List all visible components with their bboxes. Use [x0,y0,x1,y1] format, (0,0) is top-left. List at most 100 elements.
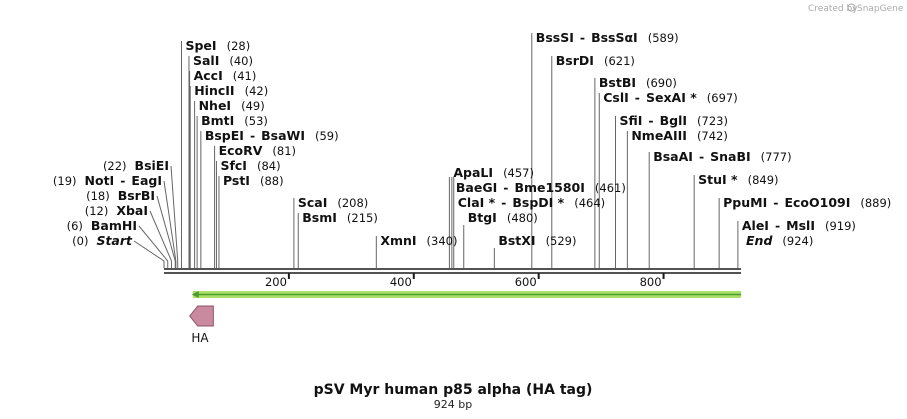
site-stui[interactable]: StuI * [698,172,738,187]
site-ecorv[interactable]: EcoRV [219,143,263,158]
site-sali[interactable]: SalI [193,53,219,68]
site-bsss-i[interactable]: BssSαI [591,30,638,45]
site-position-42: (42) [245,84,269,98]
site-labels: SpeI (28) SalI (40) AccI (41)HincII (42) NheI (4… [53,30,891,248]
site-position-59: (59) [315,129,339,143]
site-bamhi[interactable]: BamHI [91,218,137,233]
site-separator: - [580,30,585,45]
site-bgli[interactable]: BglI [660,113,687,128]
site-bsrdi[interactable]: BsrDI [556,53,594,68]
site-position-480: (480) [507,211,538,225]
site-position-88: (88) [260,174,284,188]
site-nhei[interactable]: NheI [199,98,232,113]
site-connectors [133,33,739,268]
site-xmni[interactable]: XmnI [380,233,416,248]
map-title: pSV Myr human p85 alpha (HA tag) [314,382,593,398]
tick-label-400: 400 [390,275,412,289]
site-csli[interactable]: CslI [603,90,629,105]
site-position-723: (723) [697,114,728,128]
site-separator: - [501,195,506,210]
orf-arrow-head-icon [191,291,199,298]
site-position-529: (529) [546,234,577,248]
site-bme1580i[interactable]: Bme1580I [514,180,584,195]
site-position-889: (889) [860,196,891,210]
site-position-6: (6) [67,219,83,233]
site-position-742: (742) [697,129,728,143]
site-acci[interactable]: AccI [194,68,223,83]
site-bsiei[interactable]: BsiEI [135,158,169,173]
site-position-12: (12) [85,204,109,218]
site-bspdi[interactable]: BspDI * [512,195,564,210]
credit-prefix: Created by [808,4,858,14]
features: HA [189,291,742,345]
site-sexai[interactable]: SexAI * [646,90,697,105]
site-separator: - [503,180,508,195]
site-sfci[interactable]: SfcI [220,158,247,173]
site-bsmi[interactable]: BsmI [302,210,337,225]
site-end[interactable]: End [746,233,773,248]
connector-xbai [149,210,172,268]
site-position-697: (697) [707,91,738,105]
site-nmeaiii[interactable]: NmeAIII [631,128,687,143]
site-position-924: (924) [782,234,813,248]
site-bsawi[interactable]: BsaWI [261,128,305,143]
site-bsaai[interactable]: BsaAI [653,149,693,164]
tick-label-600: 600 [515,275,537,289]
site-position-18: (18) [86,189,110,203]
tick-label-200: 200 [265,275,287,289]
site-position-41: (41) [233,69,257,83]
site-position-621: (621) [604,54,635,68]
site-bsrbi[interactable]: BsrBI [118,188,155,203]
site-spei[interactable]: SpeI [185,38,216,53]
site-noti[interactable]: EagI [131,173,162,188]
site-position-49: (49) [241,99,265,113]
site-position-40: (40) [229,54,253,68]
site-position-457: (457) [503,166,534,180]
site-btgi[interactable]: BtgI [468,210,497,225]
site-separator: - [635,90,640,105]
site-position-84: (84) [257,159,281,173]
site-position-461: (461) [595,181,626,195]
site-separator: - [775,218,780,233]
site-start[interactable]: Start [96,233,133,248]
site-ppumi[interactable]: PpuMI [723,195,767,210]
site-position-0: (0) [72,234,88,248]
site-apali[interactable]: ApaLI [453,165,493,180]
site-ecoo109i[interactable]: EcoO109I [784,195,850,210]
connector-bamhi [138,225,169,268]
site-xbai[interactable]: XbaI [116,203,148,218]
credit-brand: SnapGene [857,4,904,14]
site-alei[interactable]: AleI [742,218,769,233]
site-bstbi[interactable]: BstBI [599,75,636,90]
site-snabi[interactable]: SnaBI [710,149,751,164]
site-separator: - [699,149,704,164]
site-clai[interactable]: ClaI * [458,195,496,210]
site-position-208: (208) [337,196,368,210]
site-baegi[interactable]: BaeGI [456,180,497,195]
ha-tag-arrow[interactable] [189,305,214,327]
site-msli[interactable]: MslI [786,218,815,233]
site-position-28: (28) [227,39,251,53]
connector-bsiei [170,165,179,268]
site-noti[interactable]: NotI [85,173,115,188]
connector-bsrbi [156,195,176,268]
site-position-53: (53) [244,114,268,128]
site-scai[interactable]: ScaI [298,195,328,210]
site-position-690: (690) [646,76,677,90]
site-psti[interactable]: PstI [223,173,250,188]
site-bstxi[interactable]: BstXI [498,233,535,248]
snapgene-logo-icon [847,3,856,12]
site-position-849: (849) [748,173,779,187]
site-bsssi[interactable]: BssSI [536,30,574,45]
site-separator: - [120,173,125,188]
connector-noti [163,180,177,268]
site-hincii[interactable]: HincII [194,83,234,98]
site-bspei[interactable]: BspEI [205,128,244,143]
site-position-777: (777) [761,150,792,164]
site-position-215: (215) [347,211,378,225]
site-bmti[interactable]: BmtI [201,113,234,128]
site-sfii[interactable]: SfiI [619,113,642,128]
site-position-464: (464) [574,196,605,210]
backbone: 200 400 600 800 [164,268,741,289]
